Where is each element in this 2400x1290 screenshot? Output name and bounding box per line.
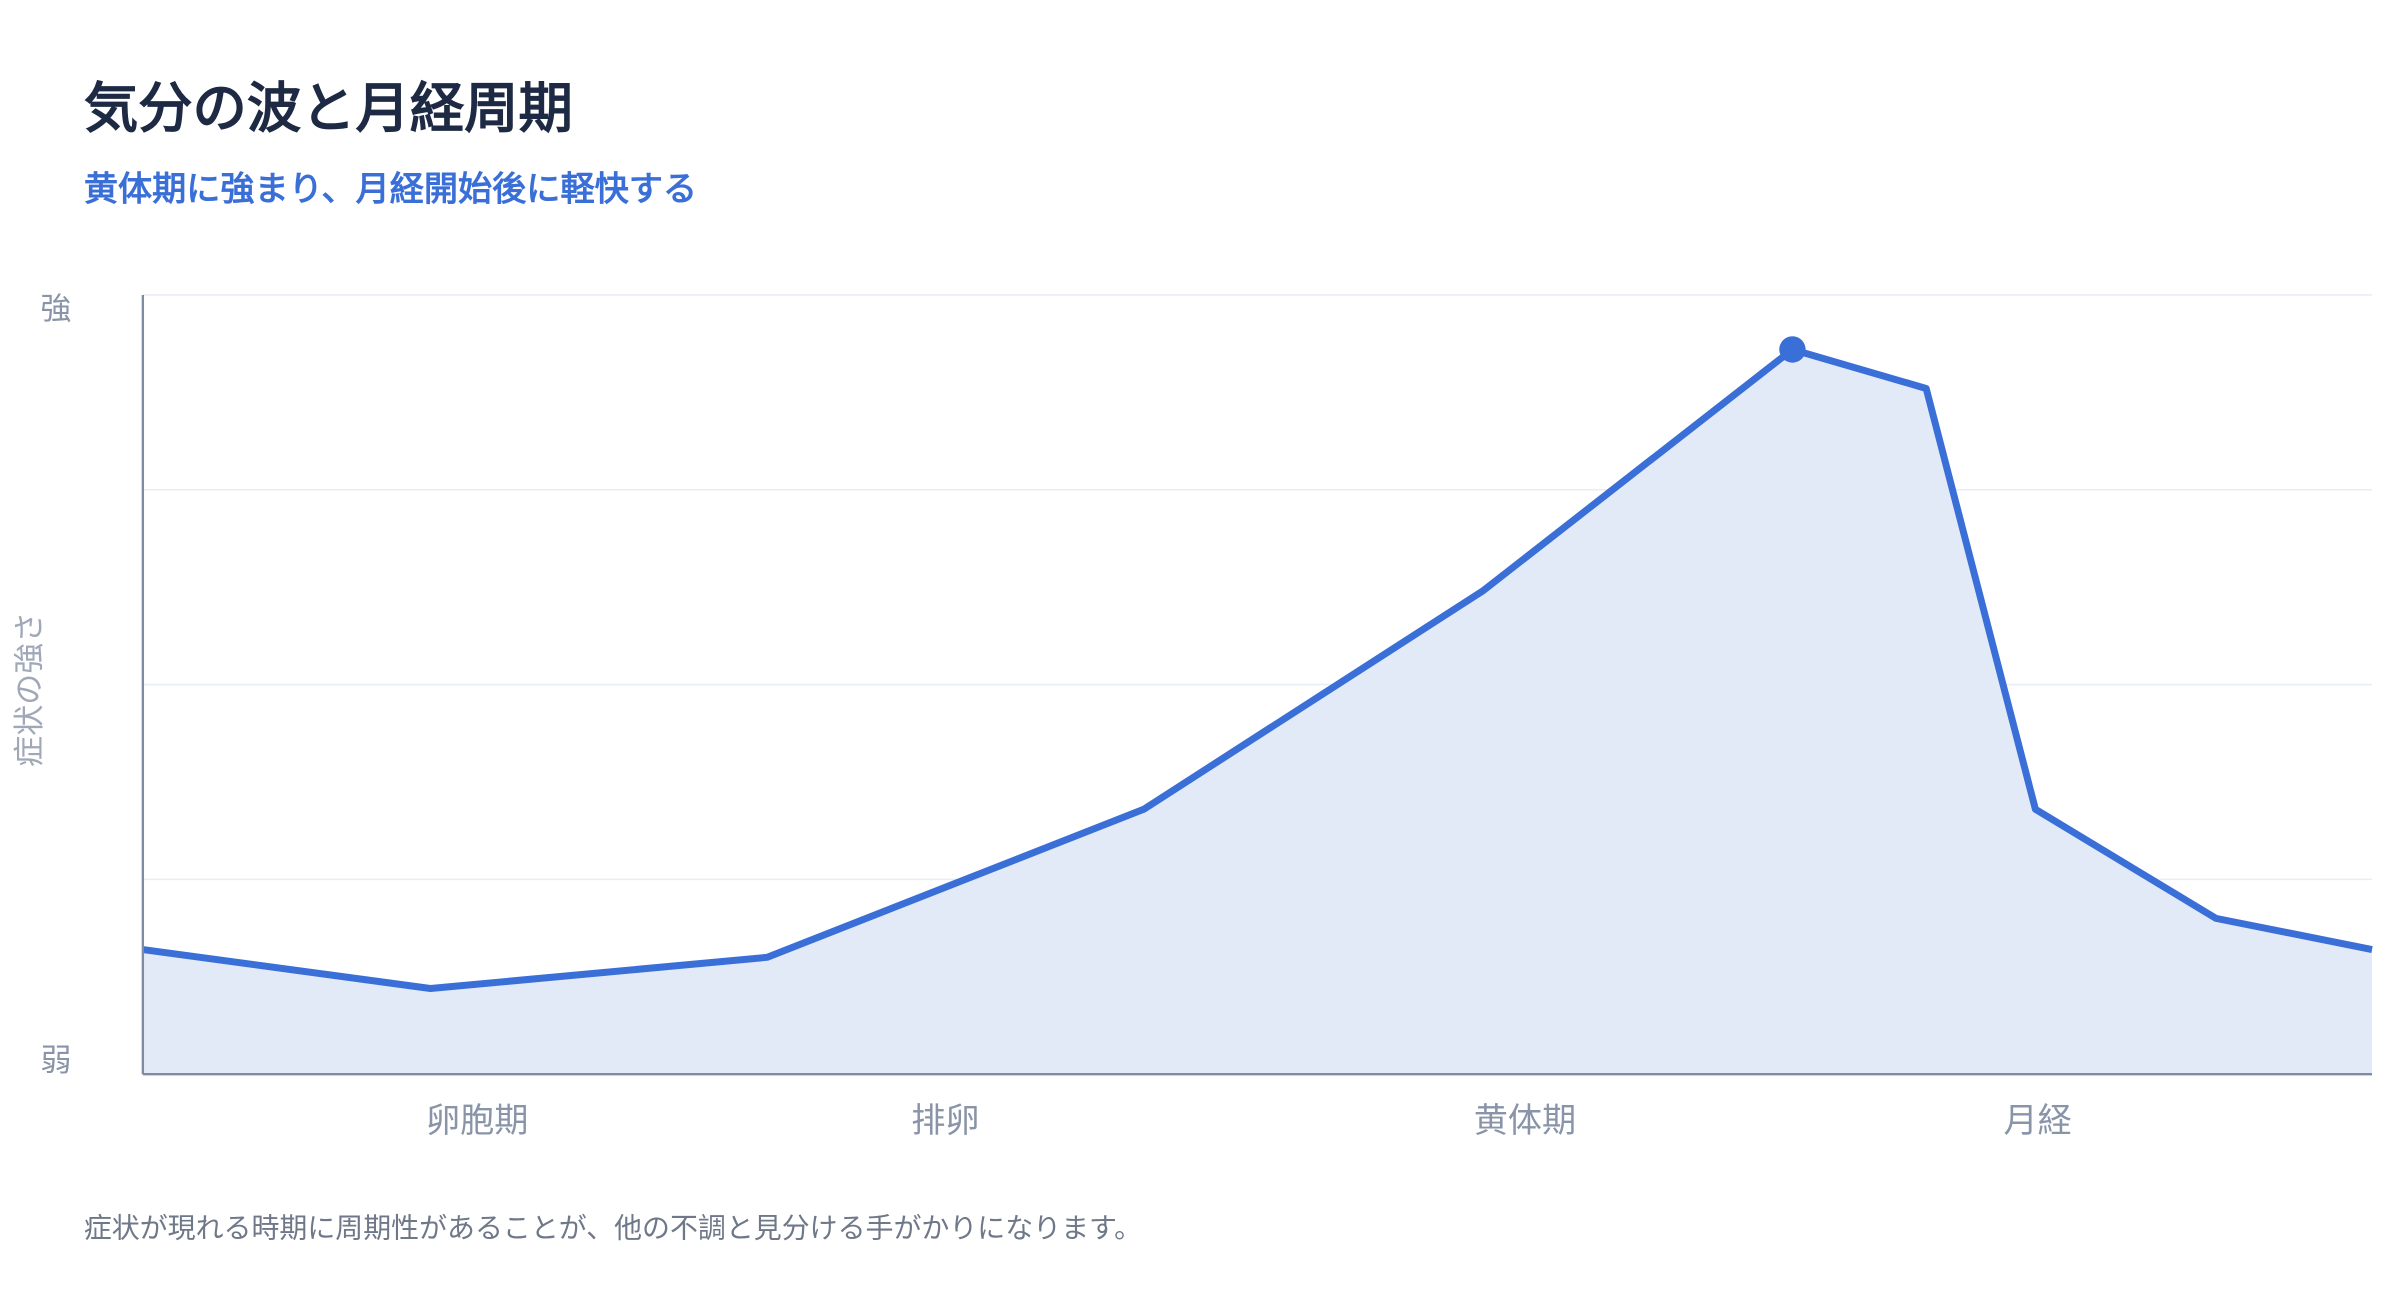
x-tick-label: 排卵: [911, 1101, 979, 1141]
line: [142, 346, 2373, 992]
y-axis-label: 症状の強さ: [12, 612, 48, 767]
x-tick-label: 黄体期: [1474, 1101, 1576, 1141]
x-tick-label: 月経: [2004, 1101, 2072, 1141]
x-tick-label: 卵胞期: [426, 1101, 528, 1141]
chart-title: 気分の波と月経周期: [84, 77, 573, 140]
y-tick-label: 強: [40, 291, 71, 327]
y-tick-label: 弱: [40, 1043, 71, 1079]
area: [142, 349, 2373, 1075]
footnote: 症状が現れる時期に周期性があることが、他の不調と見分ける手がかりになります。: [84, 1211, 1142, 1244]
peak-marker: [1779, 336, 1806, 363]
chart-subtitle: 黄体期に強まり、月経開始後に軽快する: [84, 169, 697, 209]
